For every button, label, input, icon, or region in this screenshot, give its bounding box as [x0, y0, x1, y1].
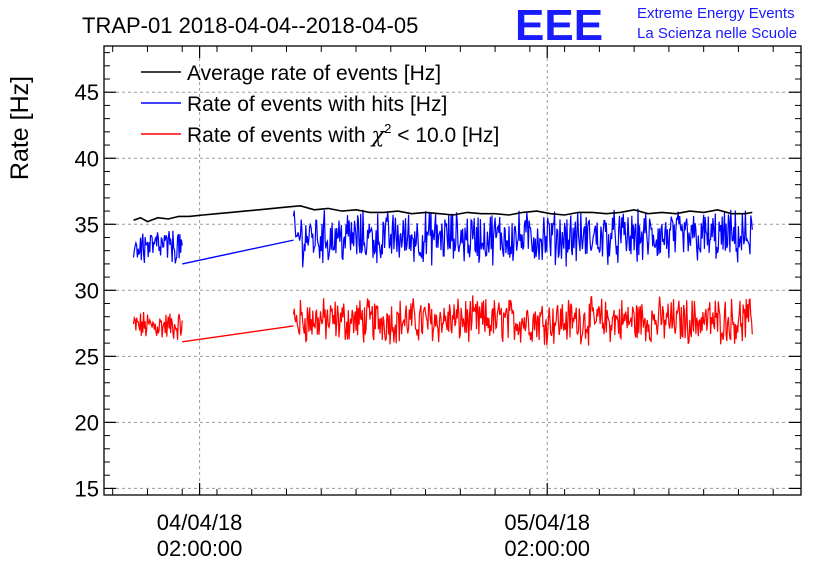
x-tick-label-time: 02:00:00 — [504, 536, 590, 561]
legend: Average rate of events [Hz] Rate of even… — [141, 62, 499, 147]
series-hits-rate-segment — [292, 208, 753, 268]
legend-label-hits: Rate of events with hits [Hz] — [187, 93, 447, 116]
eee-logo: EEE Extreme Energy Events La Scienza nel… — [515, 1, 797, 50]
y-tick-label: 45 — [75, 80, 99, 105]
y-tick-label: 35 — [75, 212, 99, 237]
series-hits-rate-segment — [132, 230, 183, 264]
series-chi2-rate — [132, 295, 753, 346]
y-tick-label: 20 — [75, 410, 99, 435]
y-tick-label: 25 — [75, 344, 99, 369]
legend-label-average: Average rate of events [Hz] — [187, 62, 441, 85]
logo-letters: EEE — [515, 1, 603, 50]
legend-label-chi2: Rate of events with χ2 < 10.0 [Hz] — [187, 121, 499, 147]
x-tick-label-date: 05/04/18 — [504, 510, 590, 535]
series-chi2-rate-segment — [132, 311, 183, 340]
plot-frame — [103, 45, 802, 496]
x-tick-label-time: 02:00:00 — [157, 536, 243, 561]
y-axis-label: Rate [Hz] — [6, 76, 34, 180]
series-hits-rate — [132, 208, 753, 268]
y-tick-label: 15 — [75, 476, 99, 501]
logo-line2: La Scienza nelle Scuole — [637, 25, 797, 42]
series-chi2-rate-gap-line — [182, 325, 294, 343]
series-chi2-rate-segment — [292, 295, 753, 346]
y-tick-label: 30 — [75, 278, 99, 303]
series-hits-rate-gap-line — [182, 239, 294, 265]
y-tick-label: 40 — [75, 146, 99, 171]
chart-title: TRAP-01 2018-04-04--2018-04-05 — [82, 13, 418, 38]
x-tick-label-date: 04/04/18 — [157, 510, 243, 535]
logo-line1: Extreme Energy Events — [637, 5, 795, 22]
axis-ticks: 1520253035404504/04/1802:00:0005/04/1802… — [75, 46, 801, 561]
series-layer — [132, 204, 753, 346]
series-average-rate — [133, 204, 753, 223]
